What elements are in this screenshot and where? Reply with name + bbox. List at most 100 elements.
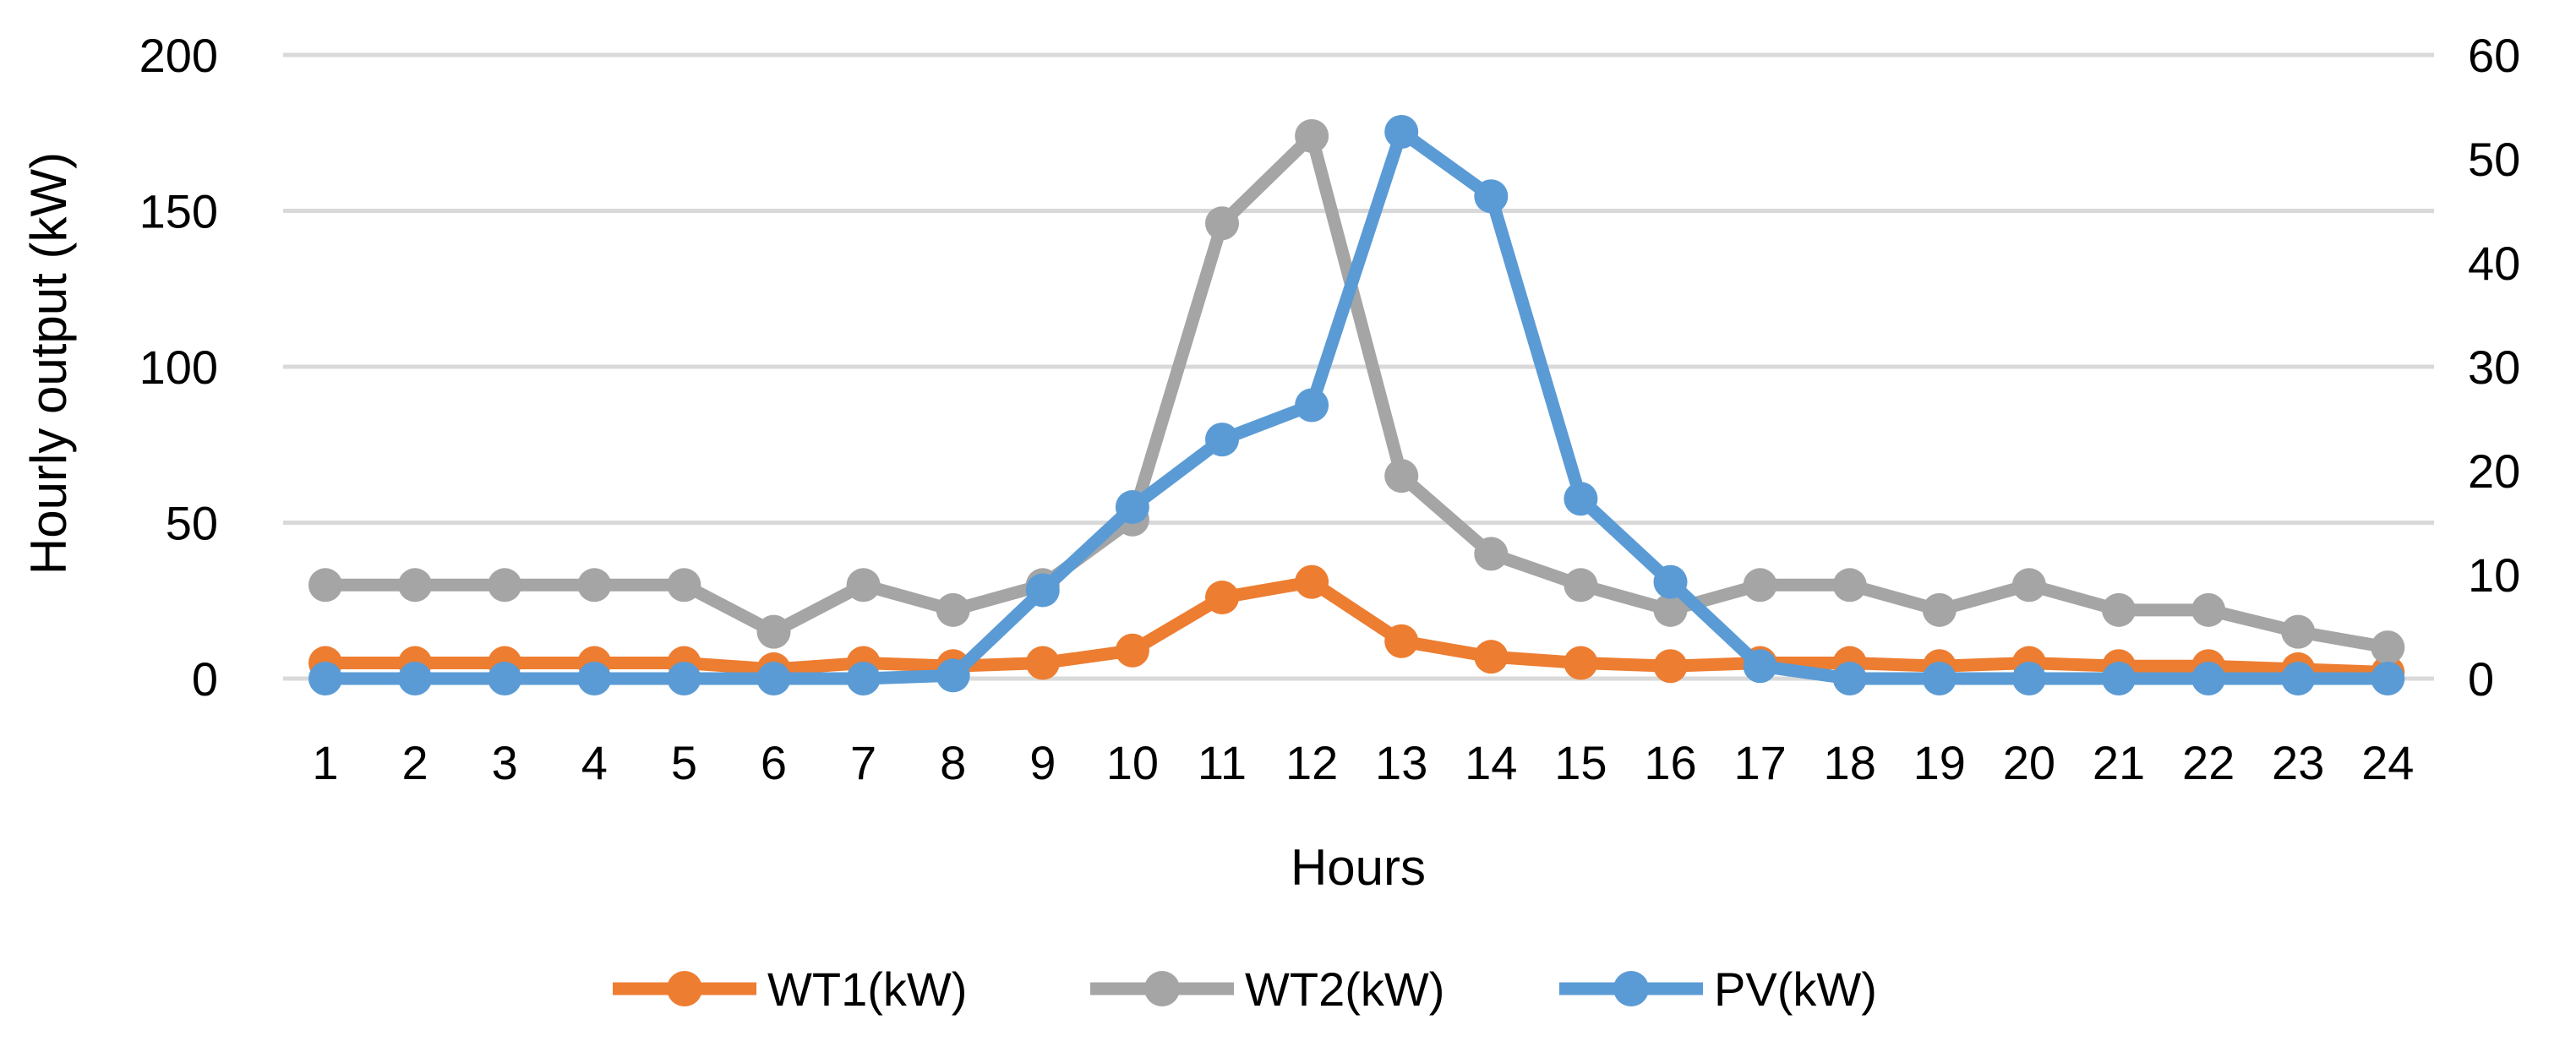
data-point — [1832, 662, 1867, 695]
x-tick-label: 3 — [492, 736, 518, 789]
x-tick-label: 10 — [1106, 736, 1159, 789]
data-point — [2281, 662, 2316, 695]
data-point — [577, 568, 612, 603]
data-point — [2102, 592, 2136, 627]
legend: WT1(kW) WT2(kW) PV(kW) — [613, 963, 1877, 1016]
y-axis-title: Hourly output (kW) — [20, 152, 77, 575]
data-point — [936, 592, 970, 627]
y2-tick-label: 40 — [2468, 237, 2520, 290]
data-point — [488, 662, 522, 695]
data-point — [1295, 118, 1329, 153]
data-point — [488, 568, 522, 603]
data-point — [1743, 649, 1777, 684]
x-tick-label: 24 — [2361, 736, 2414, 789]
data-point — [2011, 662, 2046, 695]
data-point — [1205, 581, 1239, 615]
data-point — [2191, 662, 2226, 695]
data-point — [2102, 662, 2136, 695]
data-point — [398, 568, 433, 603]
legend-label: PV(kW) — [1714, 963, 1877, 1016]
legend-marker — [667, 971, 702, 1006]
data-point — [1564, 568, 1598, 603]
y-tick-label: 50 — [166, 497, 218, 550]
data-point — [756, 614, 791, 649]
x-tick-label: 2 — [402, 736, 428, 789]
x-tick-label: 5 — [671, 736, 697, 789]
series-pv-kw — [308, 115, 2405, 695]
data-point — [1295, 564, 1329, 599]
y2-tick-label: 20 — [2468, 444, 2520, 498]
y2-tick-label: 10 — [2468, 548, 2520, 602]
y-tick-label: 200 — [139, 29, 218, 82]
legend-entry: PV(kW) — [1559, 963, 1877, 1016]
x-axis-title: Hours — [1291, 839, 1426, 896]
y2-tick-label: 50 — [2468, 133, 2520, 186]
legend-label: WT1(kW) — [767, 963, 967, 1016]
data-point — [1384, 115, 1419, 150]
x-tick-label: 1 — [312, 736, 338, 789]
x-tick-label: 20 — [2003, 736, 2055, 789]
data-point — [1474, 179, 1509, 214]
data-point — [1832, 568, 1867, 603]
data-point — [1564, 646, 1598, 680]
x-tick-label: 12 — [1285, 736, 1338, 789]
y2-tick-label: 30 — [2468, 341, 2520, 394]
x-tick-label: 13 — [1375, 736, 1427, 789]
x-tick-label: 8 — [940, 736, 966, 789]
x-tick-label: 15 — [1554, 736, 1607, 789]
x-tick-label: 23 — [2272, 736, 2324, 789]
data-point — [2011, 568, 2046, 603]
data-point — [1653, 564, 1688, 599]
data-point — [308, 662, 342, 695]
data-point — [1922, 662, 1957, 695]
x-axis: 1 2 3 4 5 6 7 8 9 10 11 12 13 14 15 16 17 18 19 20 21 22 23 24 — [312, 736, 2414, 789]
data-point — [1743, 568, 1777, 603]
series-wt2-kw — [308, 118, 2405, 665]
x-tick-label: 19 — [1913, 736, 1966, 789]
x-tick-label: 17 — [1733, 736, 1786, 789]
data-point — [1205, 206, 1239, 241]
data-point — [1653, 592, 1688, 627]
x-tick-label: 4 — [581, 736, 608, 789]
data-point — [1115, 633, 1149, 668]
legend-label: WT2(kW) — [1245, 963, 1444, 1016]
left-y-axis: 0 50 100 150 200 — [139, 29, 218, 706]
x-tick-label: 21 — [2093, 736, 2145, 789]
data-point — [667, 568, 701, 603]
data-point — [1474, 640, 1509, 674]
data-point — [577, 662, 612, 695]
data-point — [2191, 592, 2226, 627]
data-point — [1384, 459, 1419, 494]
legend-entry: WT1(kW) — [613, 963, 967, 1016]
legend-marker — [1144, 971, 1180, 1006]
y-tick-label: 150 — [139, 185, 218, 238]
data-point — [1922, 592, 1957, 627]
data-point — [1384, 624, 1419, 658]
y2-tick-label: 60 — [2468, 29, 2520, 82]
x-tick-label: 16 — [1644, 736, 1696, 789]
y-tick-label: 0 — [192, 652, 218, 706]
x-tick-label: 9 — [1029, 736, 1056, 789]
data-point — [1295, 388, 1329, 423]
data-point — [756, 662, 791, 695]
data-point — [1115, 490, 1149, 525]
x-tick-label: 22 — [2182, 736, 2235, 789]
data-point — [936, 658, 970, 693]
data-point — [2371, 662, 2405, 695]
y-tick-label: 100 — [139, 341, 218, 394]
series-group — [308, 115, 2405, 695]
x-tick-label: 6 — [761, 736, 787, 789]
data-point — [667, 662, 701, 695]
right-y-axis: 0 10 20 30 40 50 60 — [2468, 29, 2520, 706]
x-tick-label: 7 — [850, 736, 876, 789]
data-point — [1025, 573, 1060, 608]
data-point — [846, 662, 881, 695]
data-point — [2281, 614, 2316, 649]
y2-tick-label: 0 — [2468, 652, 2494, 706]
data-point — [1564, 482, 1598, 516]
data-point — [1025, 646, 1060, 680]
x-tick-label: 14 — [1465, 736, 1517, 789]
x-tick-label: 18 — [1824, 736, 1876, 789]
legend-marker — [1613, 971, 1649, 1006]
